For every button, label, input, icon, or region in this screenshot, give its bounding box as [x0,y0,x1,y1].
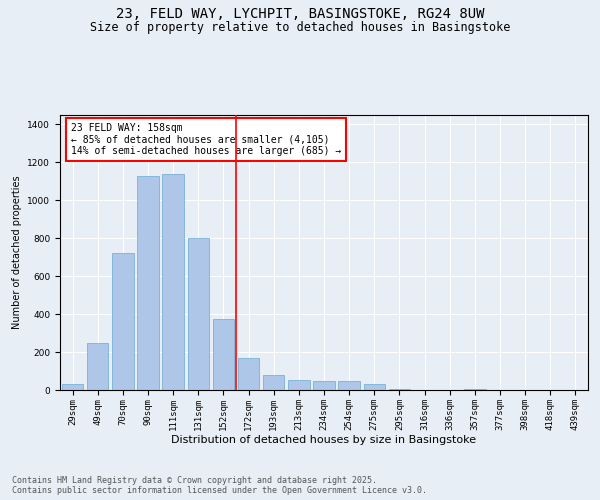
Y-axis label: Number of detached properties: Number of detached properties [12,176,22,330]
Bar [464,389,485,390]
Bar [87,342,109,390]
Bar [338,380,360,390]
Bar [62,384,83,390]
Bar [213,319,234,390]
Bar [364,384,385,390]
Bar [137,176,158,390]
Bar [163,174,184,390]
Bar [263,375,284,390]
X-axis label: Distribution of detached houses by size in Basingstoke: Distribution of detached houses by size … [172,436,476,446]
Bar [389,389,410,390]
Bar [238,358,259,390]
Text: Size of property relative to detached houses in Basingstoke: Size of property relative to detached ho… [90,21,510,34]
Text: 23 FELD WAY: 158sqm
← 85% of detached houses are smaller (4,105)
14% of semi-det: 23 FELD WAY: 158sqm ← 85% of detached ho… [71,123,341,156]
Bar [112,254,134,390]
Text: Contains HM Land Registry data © Crown copyright and database right 2025.
Contai: Contains HM Land Registry data © Crown c… [12,476,427,495]
Text: 23, FELD WAY, LYCHPIT, BASINGSTOKE, RG24 8UW: 23, FELD WAY, LYCHPIT, BASINGSTOKE, RG24… [116,8,484,22]
Bar [188,238,209,390]
Bar [288,380,310,390]
Bar [313,380,335,390]
